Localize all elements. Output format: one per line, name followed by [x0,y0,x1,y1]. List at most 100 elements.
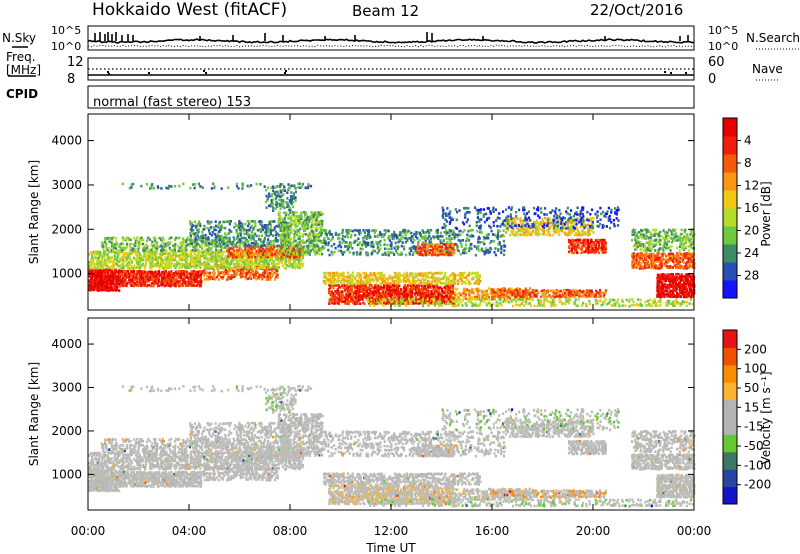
power-cell-3127 [366,292,369,295]
power-cell-3348 [406,302,409,305]
power-cell-3634 [335,271,338,275]
power-cell-813 [91,251,94,254]
power-cell-2306 [247,232,250,236]
power-cell-2823 [321,245,324,248]
power-cell-4460 [366,241,370,245]
power-cell-487 [177,282,180,286]
power-cell-1960 [158,245,161,248]
power-cell-3592 [453,302,456,305]
power-cell-1935 [145,246,149,249]
power-cell-1493 [262,260,265,263]
power-cell-4120 [520,291,523,294]
power-cell-781 [270,274,273,277]
power-cell-4732 [452,229,455,233]
power-cell-363 [149,271,152,275]
power-cell-1186 [186,262,189,266]
power-cell-2516 [283,211,286,214]
power-cell-4410 [350,241,353,245]
power-cell-2286 [241,222,244,226]
power-cell-993 [138,260,141,264]
power-cell-4164 [506,293,509,296]
power-cell-4279 [572,289,575,292]
power-cell-1234 [197,257,200,260]
power-cell-2903 [287,188,290,192]
power-cell-4589 [410,249,413,253]
power-cell-254 [125,272,128,276]
power-cell-3726 [375,282,378,286]
power-cell-3641 [338,276,341,279]
power-cell-146 [107,280,110,284]
power-cell-1322 [217,252,220,256]
power-cell-1024 [148,266,151,269]
power-cell-2002 [179,243,183,246]
power-cell-4073 [496,291,499,294]
power-cell-2331 [252,234,255,238]
power-cell-4885 [424,253,427,257]
power-cell-458 [170,276,173,279]
power-cell-1289 [210,255,213,258]
power-cell-3533 [441,298,444,301]
power-cell-1466 [256,267,260,270]
power-cell-4189 [521,291,525,294]
power-cell-2347 [256,234,259,238]
power-cell-326 [141,272,144,276]
power-cell-4844 [500,251,503,254]
power-cell-2063 [206,242,209,246]
power-cell-1410 [241,263,244,266]
power-cell-1403 [238,259,241,262]
power-cell-1678 [241,253,244,257]
power-cell-4430 [356,229,359,233]
power-cell-1888 [123,246,126,249]
power-cell-1178 [185,260,188,264]
power-cell-389 [156,284,160,288]
power-cell-2356 [260,230,263,233]
power-cell-1352 [225,262,229,266]
power-cell-995 [138,256,141,260]
power-cell-3208 [379,285,383,289]
power-cell-477 [174,277,177,281]
noise-search-trace [87,44,695,48]
power-cell-3936 [460,274,463,278]
power-cell-2381 [264,226,267,230]
power-cell-1203 [190,258,193,262]
power-cell-212 [117,272,120,276]
power-cell-4005 [468,289,471,292]
power-cell-2358 [259,222,262,226]
power-cell-3791 [400,280,403,283]
power-cell-4344 [324,239,327,243]
power-cell-2532 [286,245,289,248]
power-cell-1237 [198,263,202,266]
power-cell-1830 [299,248,303,251]
power-cell-4782 [471,228,475,232]
power-cell-1091 [162,252,165,256]
power-cell-2856 [273,192,277,196]
power-cell-4544 [394,241,397,245]
power-cell-140 [106,273,109,276]
power-cell-1741 [265,249,268,252]
power-cell-3423 [420,292,423,295]
power-cell-1980 [167,241,170,245]
power-cell-890 [110,267,113,270]
power-cell-3825 [414,272,417,275]
power-cell-2155 [202,240,205,243]
power-cell-3110 [363,296,366,299]
power-cell-172 [112,283,115,286]
power-cell-3505 [436,295,439,299]
power-cell-355 [147,280,151,283]
power-cell-3365 [409,295,412,299]
power-cell-503 [180,274,183,277]
power-cell-2998 [341,284,344,287]
power-cell-3309 [398,290,401,294]
power-cell-1636 [300,254,303,258]
power-cell-2560 [289,227,292,231]
power-cell-2813 [319,231,322,235]
power-cell-2963 [333,294,336,297]
power-cell-3509 [436,283,439,287]
power-cell-1030 [148,252,151,256]
power-cell-3740 [380,282,383,285]
power-cell-4130 [524,287,527,291]
power-cell-4690 [439,239,442,242]
power-cell-3028 [347,300,350,303]
power-cell-2773 [315,239,318,242]
power-cell-2796 [318,252,321,256]
